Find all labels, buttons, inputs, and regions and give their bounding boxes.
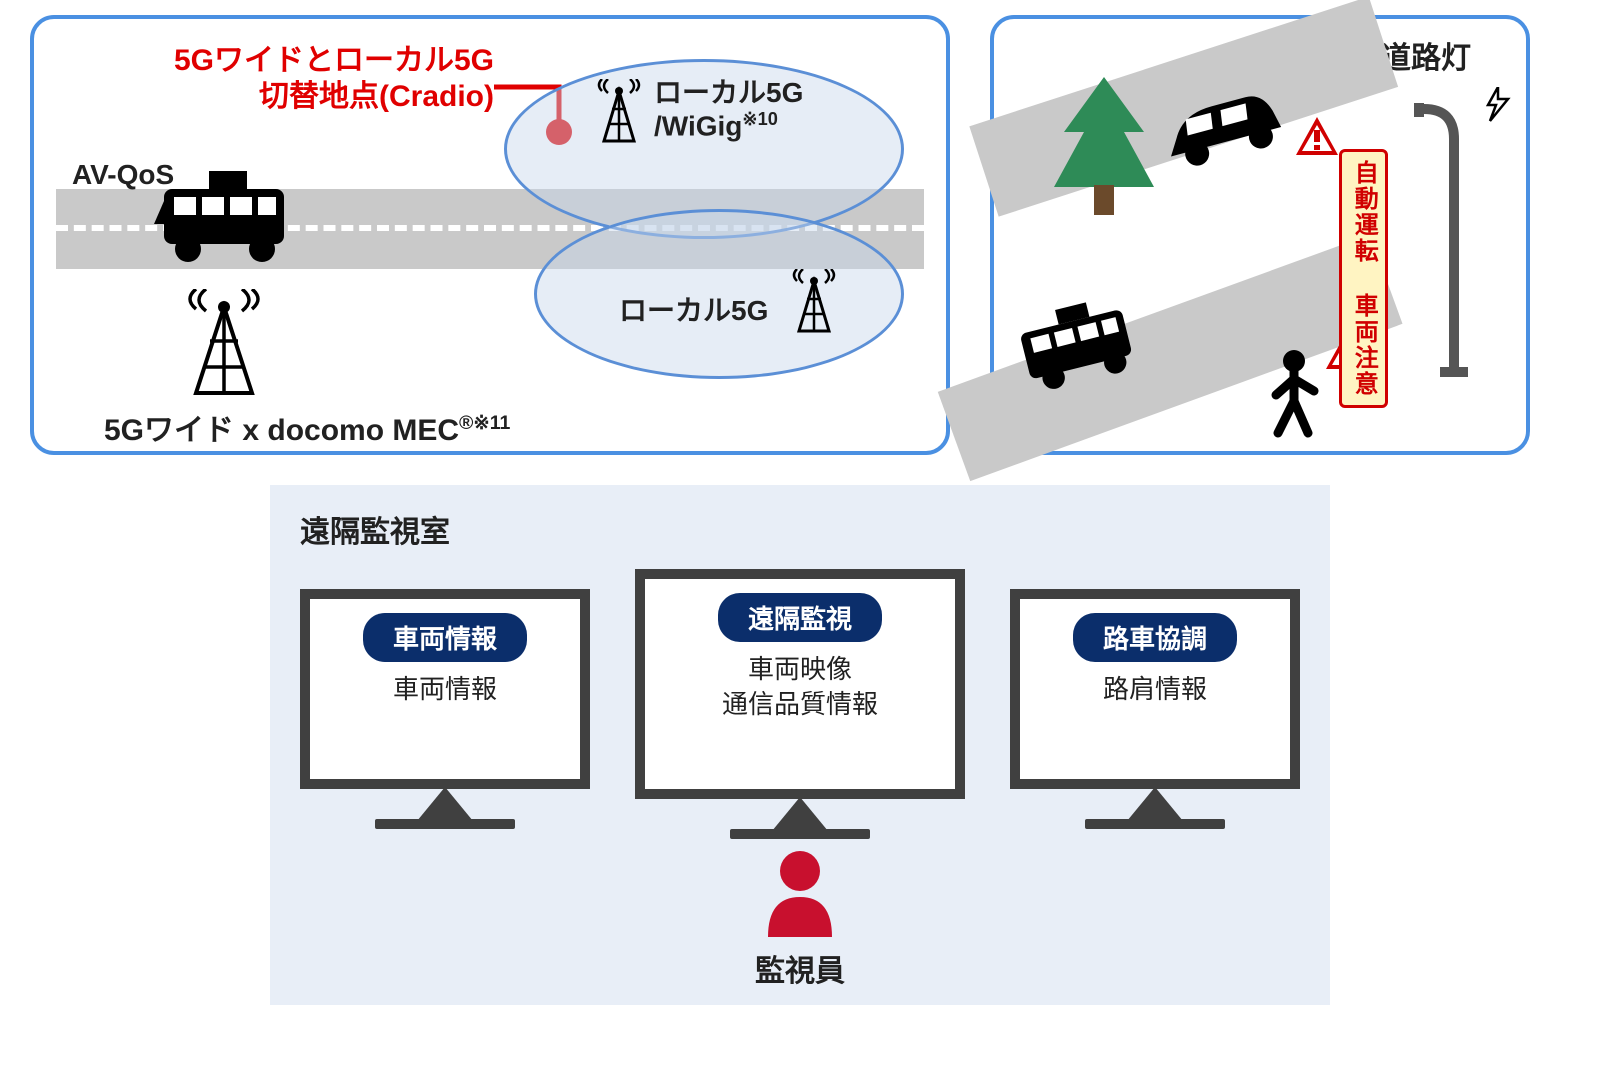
monitor-stand-icon: [772, 797, 828, 831]
local5g-label: ローカル5G: [619, 289, 768, 329]
car-icon: [1159, 94, 1289, 174]
top-row: 5Gワイドとローカル5G 切替地点(Cradio) AV-QoS: [0, 0, 1600, 465]
wide-mec-text: 5Gワイド x docomo MEC: [104, 414, 459, 447]
tree-icon: [1049, 77, 1159, 227]
monitor-road-body: 路肩情報: [1103, 672, 1207, 707]
local5g-wigig-line1: ローカル5G: [654, 77, 803, 108]
streetlight-icon: [1414, 89, 1494, 379]
cradio-label-line2: 切替地点(Cradio): [259, 80, 494, 113]
cradio-label-line1: 5Gワイドとローカル5G: [174, 44, 494, 77]
local5g-wigig-line2: /WiGig: [654, 111, 742, 142]
bus-lower-icon: [1014, 299, 1154, 399]
local5g-wigig-sup: ※10: [742, 109, 777, 129]
monitoring-room-title: 遠隔監視室: [300, 507, 1300, 551]
monitor-vehicle-body: 車両情報: [393, 672, 497, 707]
monitors-row: 車両情報 車両情報 遠隔監視 車両映像 通信品質情報 監視員: [300, 569, 1300, 990]
warning-upper-icon: [1294, 115, 1340, 157]
watcher-wrap: 監視員: [635, 847, 965, 990]
lightning-icon: [1484, 87, 1514, 123]
wide-mec-label: 5Gワイド x docomo MEC®※11: [104, 405, 510, 449]
panel-monitoring-room: 遠隔監視室 車両情報 車両情報 遠隔監視 車両映像 通信品質情報: [270, 485, 1330, 1005]
monitor-road-coop: 路車協調 路肩情報: [1010, 589, 1300, 829]
antenna-small-upper-icon: [594, 79, 644, 147]
cradio-label: 5Gワイドとローカル5G 切替地点(Cradio): [154, 43, 494, 115]
bus-icon: [154, 169, 304, 269]
monitor-vehicle-frame: 車両情報 車両情報: [300, 589, 590, 789]
monitor-vehicle-header: 車両情報: [363, 613, 527, 662]
monitor-base-icon: [730, 829, 870, 839]
monitor-base-icon: [375, 819, 515, 829]
panel-network: 5Gワイドとローカル5G 切替地点(Cradio) AV-QoS: [30, 15, 950, 455]
sign-board: 自動運転 車両注意: [1339, 149, 1388, 408]
monitor-remote: 遠隔監視 車両映像 通信品質情報 監視員: [635, 569, 965, 990]
panel-smart-light: スマート道路灯: [990, 15, 1530, 455]
sign-line2: 車両注意: [1350, 293, 1377, 397]
wide-mec-sup: ®※11: [459, 412, 510, 434]
sign-line1: 自動運転: [1350, 160, 1377, 264]
monitor-remote-body: 車両映像 通信品質情報: [722, 652, 878, 722]
monitor-stand-icon: [1127, 787, 1183, 821]
local5g-wigig-label: ローカル5G /WiGig※10: [654, 77, 803, 143]
watcher-label: 監視員: [635, 946, 965, 990]
antenna-small-lower-icon: [789, 269, 839, 337]
monitor-remote-header: 遠隔監視: [718, 593, 882, 642]
pedestrian-icon: [1264, 349, 1324, 439]
monitor-vehicle-info: 車両情報 車両情報: [300, 589, 590, 829]
monitor-remote-frame: 遠隔監視 車両映像 通信品質情報: [635, 569, 965, 799]
monitor-base-icon: [1085, 819, 1225, 829]
watcher-icon: [760, 847, 840, 937]
monitor-road-header: 路車協調: [1073, 613, 1237, 662]
antenna-big-icon: [184, 289, 264, 399]
monitor-stand-icon: [417, 787, 473, 821]
monitor-road-frame: 路車協調 路肩情報: [1010, 589, 1300, 789]
